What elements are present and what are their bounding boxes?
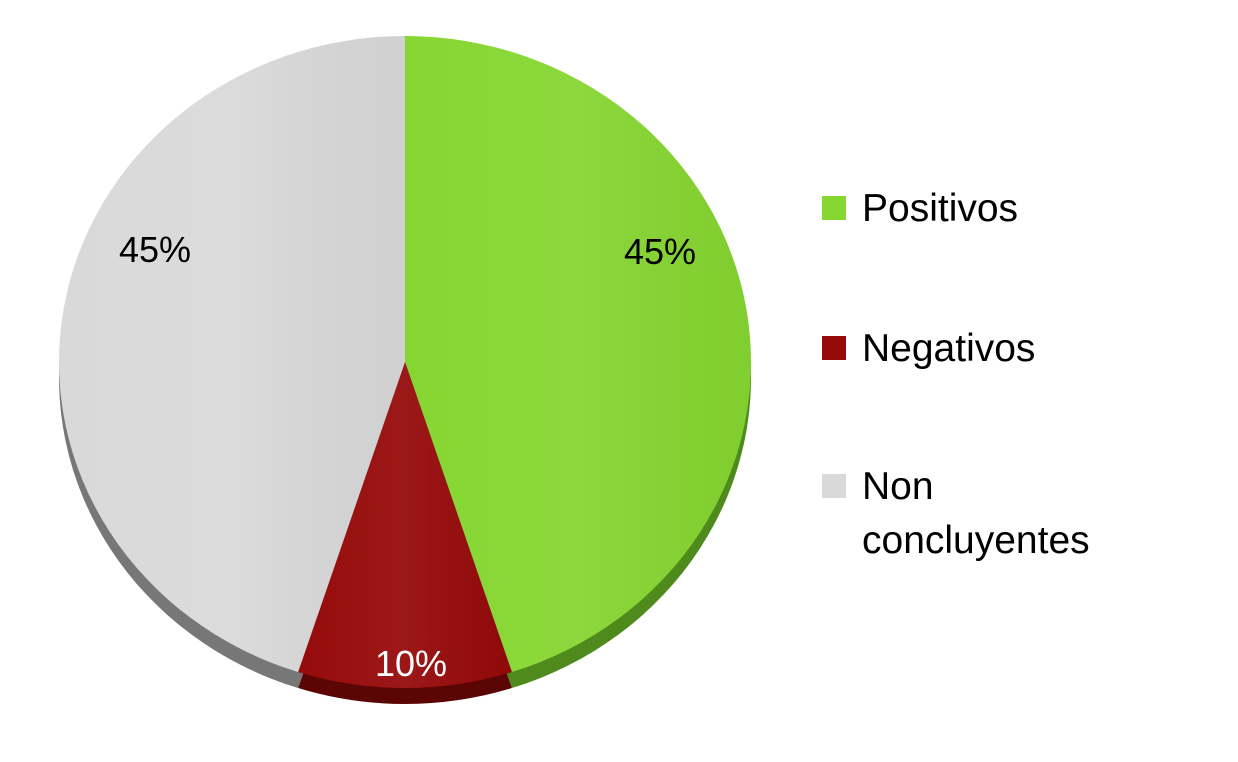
legend-swatch-negativos — [822, 336, 846, 360]
slice-sheen-non-concluyentes — [58, 36, 405, 673]
data-label-positivos: 45% — [624, 231, 696, 272]
legend-label-positivos: Positivos — [862, 187, 1019, 230]
data-label-negativos: 10% — [375, 643, 447, 684]
legend-swatch-non-concluyentes — [822, 474, 846, 498]
data-label-non-concluyentes: 45% — [119, 229, 191, 270]
legend-item-positivos: Positivos — [822, 182, 1152, 236]
pie-slices — [58, 36, 752, 688]
pie-labels: 45% 10% 45% — [119, 229, 696, 684]
legend-label-negativos: Negativos — [862, 327, 1036, 370]
legend-label-non-concluyentes: Non concluyentes — [862, 465, 1090, 562]
legend-item-negativos: Negativos — [822, 322, 1152, 376]
slice-sheen-positivos — [405, 36, 752, 673]
legend-swatch-positivos — [822, 196, 846, 220]
legend-item-non-concluyentes: Non concluyentes — [822, 460, 1152, 568]
slice-sheen-negativos — [298, 362, 512, 688]
